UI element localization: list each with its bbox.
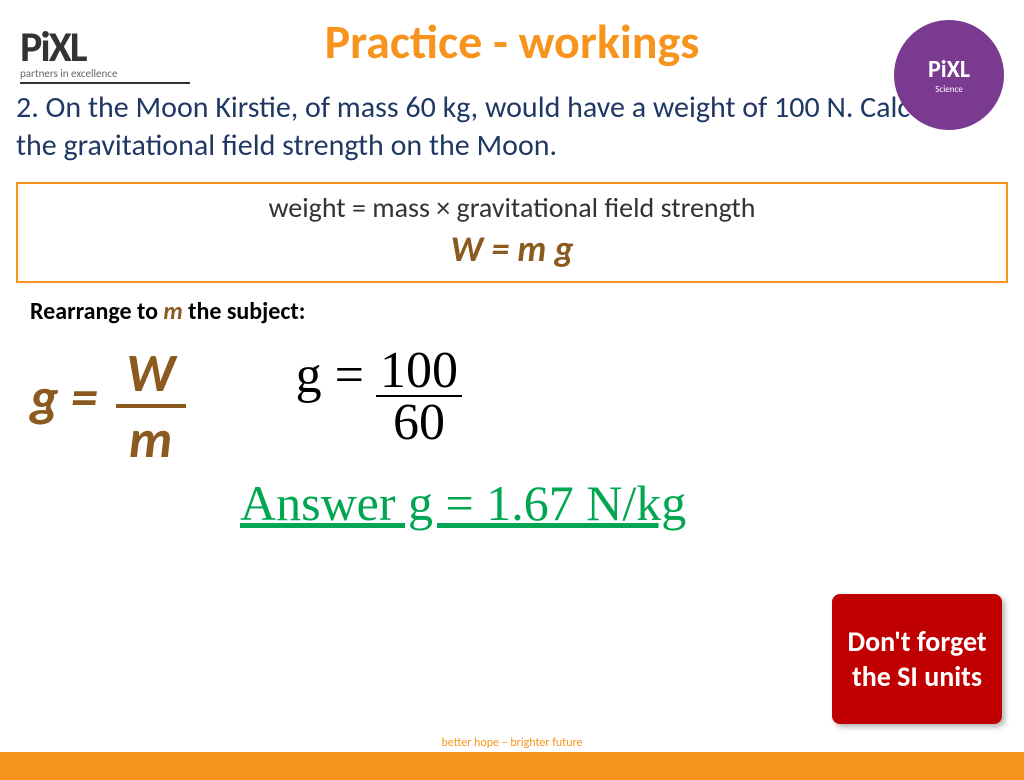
formula-words: weight = mass × gravitational field stre… bbox=[28, 190, 996, 225]
eq-sym-fraction: W m bbox=[116, 346, 186, 466]
logo-brand: PiXL bbox=[20, 22, 190, 73]
eq-num-fraction: 100 60 bbox=[376, 346, 462, 449]
badge-brand: PiXL bbox=[928, 55, 970, 84]
callout-text: Don't forget the SI units bbox=[840, 624, 994, 694]
question-text: 2. On the Moon Kirstie, of mass 60 kg, w… bbox=[16, 89, 1008, 164]
rearrange-instruction: Rearrange to m the subject: bbox=[30, 297, 1024, 326]
footer-tagline: better hope – brighter future bbox=[0, 736, 1024, 750]
formula-symbols: W = m g bbox=[28, 227, 996, 271]
eq-num-denominator: 60 bbox=[393, 397, 445, 449]
eq-num-lhs: g = bbox=[296, 346, 364, 405]
rearrange-prefix: Rearrange to bbox=[30, 297, 163, 326]
footer-bar bbox=[0, 752, 1024, 780]
eq-num-numerator: 100 bbox=[376, 346, 462, 397]
logo-tagline: partners in excellence bbox=[20, 67, 190, 80]
badge-sub: Science bbox=[935, 84, 963, 95]
eq-sym-lhs: g = bbox=[30, 364, 98, 430]
si-units-callout: Don't forget the SI units bbox=[832, 594, 1002, 724]
formula-box: weight = mass × gravitational field stre… bbox=[16, 182, 1008, 283]
equation-numeric: g = 100 60 bbox=[296, 346, 462, 466]
rearrange-suffix: the subject: bbox=[183, 297, 306, 326]
rearrange-var: m bbox=[163, 297, 182, 326]
eq-sym-denominator: m bbox=[129, 412, 172, 466]
equation-symbolic: g = W m bbox=[30, 346, 186, 466]
answer-text: Answer g = 1.67 N/kg bbox=[240, 474, 1024, 532]
logo-underline bbox=[20, 82, 190, 84]
eq-sym-numerator: W bbox=[126, 346, 175, 400]
equations-row: g = W m g = 100 60 bbox=[0, 346, 1024, 466]
logo-pixl-left: PiXL partners in excellence bbox=[20, 22, 190, 84]
logo-pixl-badge: PiXL Science bbox=[894, 20, 1004, 130]
